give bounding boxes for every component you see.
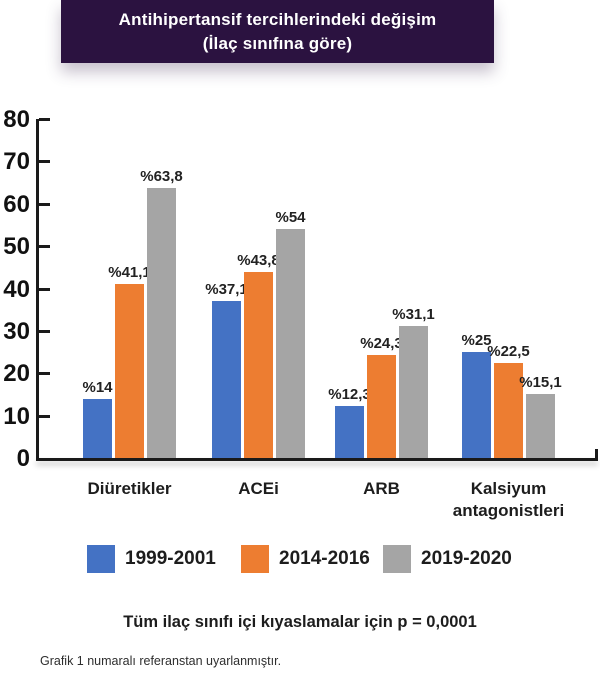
y-tick-label: 80: [3, 106, 30, 133]
y-tick: [39, 414, 50, 418]
legend-label: 1999-2001: [125, 548, 216, 569]
x-axis-line: [36, 458, 598, 461]
bar-group: %12,3 %24,3 %31,1: [328, 306, 435, 458]
category-label: Diüretikler: [87, 479, 172, 498]
category-label: ARB: [363, 479, 400, 498]
y-tick-label: 40: [3, 275, 30, 303]
legend-item: 1999-2001: [87, 545, 216, 573]
y-axis-line: [36, 119, 39, 461]
bar-value-label: %37,1: [205, 281, 248, 298]
bar-value-label: %31,1: [392, 306, 435, 323]
bar: %63,8: [140, 168, 183, 458]
y-tick-label: 70: [3, 148, 30, 176]
legend-label: 2014-2016: [279, 548, 370, 569]
y-tick: [39, 118, 50, 121]
bar: %31,1: [392, 306, 435, 458]
y-tick: [39, 202, 50, 206]
bar: %12,3: [328, 386, 371, 458]
bar: %24,3: [360, 335, 403, 458]
bar-value-label: %54: [275, 209, 306, 226]
source-note: Grafik 1 numaralı referanstan uyarlanmış…: [40, 654, 282, 668]
x-axis-end-tick: [595, 449, 598, 459]
category-label: ACEi: [238, 479, 279, 498]
bar: %25: [461, 332, 492, 458]
y-tick: [39, 287, 50, 291]
legend-swatch: [87, 545, 115, 573]
y-tick-label: 0: [16, 445, 30, 472]
y-tick: [39, 372, 50, 376]
y-tick-label: 20: [3, 360, 30, 388]
category-label: Kalsiyum antagonistleri: [452, 479, 565, 521]
legend-label: 2019-2020: [421, 548, 512, 569]
bar-group: %14 %41,1 %63,8: [82, 168, 183, 458]
bar-value-label: %22,5: [487, 343, 530, 360]
bar-value-label: %43,8: [237, 252, 280, 269]
bar: %37,1: [205, 281, 248, 458]
bar-value-label: %24,3: [360, 335, 403, 352]
bar: %22,5: [487, 343, 530, 458]
legend-swatch: [383, 545, 411, 573]
y-tick-label: 30: [3, 317, 30, 345]
legend-item: 2014-2016: [241, 545, 370, 573]
bar-group: %37,1 %43,8 %54: [205, 209, 306, 458]
p-value-note: Tüm ilaç sınıfı içi kıyaslamalar için p …: [123, 613, 477, 631]
bar: %15,1: [519, 374, 562, 458]
bar-value-label: %41,1: [108, 264, 151, 281]
bar: %14: [82, 379, 113, 458]
bar-value-label: %12,3: [328, 386, 371, 403]
chart-title-line-1: Antihipertansif tercihlerindeki değişim: [118, 10, 437, 30]
bar-value-label: %15,1: [519, 374, 562, 391]
y-tick: [39, 329, 50, 333]
legend-swatch: [241, 545, 269, 573]
bar-group: %25 %22,5 %15,1: [461, 332, 562, 458]
bar: %54: [275, 209, 306, 458]
y-tick-label: 50: [3, 233, 30, 261]
bar-value-label: %63,8: [140, 168, 183, 185]
legend-item: 2019-2020: [383, 545, 512, 573]
y-tick: [39, 160, 50, 164]
bar-value-label: %25: [461, 332, 492, 349]
y-tick-label: 10: [3, 402, 30, 430]
y-tick: [39, 245, 50, 249]
bar: %41,1: [108, 264, 151, 458]
y-tick-label: 60: [3, 190, 30, 218]
bar: %43,8: [237, 252, 280, 458]
chart-title-banner: Antihipertansif tercihlerindeki değişim …: [61, 0, 494, 63]
chart-title-line-2: (İlaç sınıfına göre): [202, 33, 353, 53]
bar-value-label: %14: [82, 379, 113, 396]
